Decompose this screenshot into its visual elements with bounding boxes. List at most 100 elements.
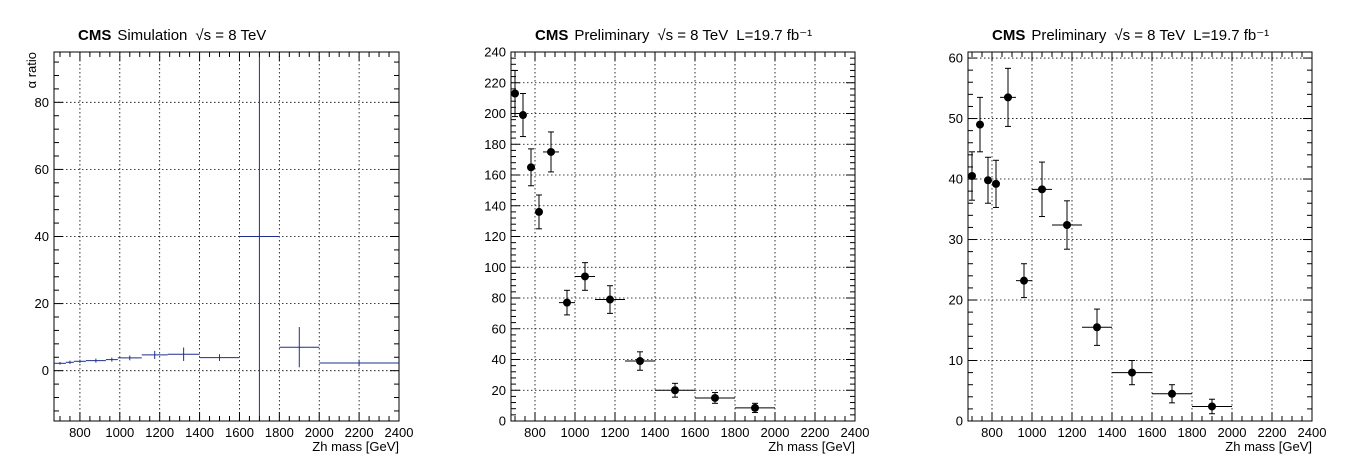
x-tick-label: 1800 xyxy=(721,425,750,440)
cms-label: CMS xyxy=(992,27,1025,44)
y-tick-label: 40 xyxy=(35,229,49,244)
data-point xyxy=(527,148,535,187)
data-point xyxy=(595,285,625,314)
x-tick-label: 1000 xyxy=(1018,425,1047,440)
data-point xyxy=(73,359,86,363)
data-marker xyxy=(1020,276,1028,285)
cms-label: CMS xyxy=(78,27,111,44)
x-tick-label: 800 xyxy=(69,425,91,440)
data-point xyxy=(1112,360,1152,386)
x-tick-label: 800 xyxy=(524,425,546,440)
lumi-label: L=19.7 fb⁻¹ xyxy=(1193,27,1269,44)
x-tick-label: 1800 xyxy=(1178,425,1207,440)
y-tick-label: 50 xyxy=(949,111,963,126)
data-marker xyxy=(527,163,535,172)
x-tick-label: 2200 xyxy=(801,425,830,440)
x-tick-label: 2200 xyxy=(1258,425,1287,440)
plot-frame xyxy=(967,51,1313,422)
x-tick-label: 1600 xyxy=(1138,425,1167,440)
data-point xyxy=(141,350,168,359)
data-marker xyxy=(968,172,976,181)
data-point xyxy=(54,361,66,365)
data-point xyxy=(575,262,595,291)
data-point xyxy=(319,359,399,367)
x-tick-label: 1800 xyxy=(265,425,294,440)
data-marker xyxy=(671,386,679,395)
y-tick-label: 160 xyxy=(484,168,506,183)
y-tick-label: 120 xyxy=(484,229,506,244)
y-tick-label: 60 xyxy=(35,162,49,177)
data-point xyxy=(1016,263,1032,299)
y-tick-label: 80 xyxy=(35,95,49,110)
x-tick-label: 800 xyxy=(981,425,1003,440)
energy-label: √s = 8 TeV xyxy=(1114,27,1185,44)
x-tick-label: 1400 xyxy=(185,425,214,440)
x-tick-label: 1000 xyxy=(105,425,134,440)
y-tick-label: 100 xyxy=(484,260,506,275)
cms-label: CMS xyxy=(535,27,568,44)
data-marker xyxy=(976,120,984,129)
energy-label: √s = 8 TeV xyxy=(195,27,266,44)
data-marker xyxy=(1208,402,1216,411)
x-tick-label: 2000 xyxy=(305,425,334,440)
y-axis-title: α ratio xyxy=(24,52,39,88)
y-tick-label: 0 xyxy=(499,414,506,429)
data-point xyxy=(984,156,992,204)
data-marker xyxy=(1168,389,1176,398)
data-point xyxy=(1032,161,1052,218)
y-tick-label: 20 xyxy=(492,383,506,398)
panel-background-estimate: 800 1000 1200 1400 1600 1800 2000 2200 2400 0 10 20… xyxy=(949,27,1327,454)
data-point xyxy=(625,351,655,371)
panel-data-events: 800 1000 1200 1400 1600 1800 2000 2200 2400 0 20 40… xyxy=(484,27,869,454)
y-tick-label: 40 xyxy=(949,172,963,187)
data-point xyxy=(976,96,984,153)
data-marker xyxy=(751,403,759,412)
y-tick-label: 40 xyxy=(492,352,506,367)
x-tick-label: 1200 xyxy=(601,425,630,440)
data-marker xyxy=(711,393,719,402)
x-tick-label: 2200 xyxy=(345,425,374,440)
data-point xyxy=(1000,67,1016,127)
x-tick-label: 2400 xyxy=(1298,425,1327,440)
data-marker xyxy=(1093,323,1101,332)
y-tick-label: 20 xyxy=(35,296,49,311)
data-point xyxy=(1192,398,1232,415)
data-point xyxy=(117,355,142,361)
status-label: Simulation xyxy=(117,27,187,44)
x-tick-label: 2400 xyxy=(841,425,870,440)
data-marker xyxy=(519,111,527,120)
chart-header: CMS Preliminary √s = 8 TeV L=19.7 fb⁻¹ xyxy=(992,27,1269,44)
x-tick-label: 2400 xyxy=(385,425,414,440)
y-tick-label: 20 xyxy=(949,293,963,308)
data-point xyxy=(543,131,559,173)
y-tick-label: 30 xyxy=(949,232,963,247)
y-tick-label: 80 xyxy=(492,291,506,306)
y-tick-label: 180 xyxy=(484,137,506,152)
y-tick-label: 240 xyxy=(484,45,506,60)
x-tick-label: 2000 xyxy=(1218,425,1247,440)
data-marker xyxy=(1128,368,1136,377)
x-tick-label: 1600 xyxy=(681,425,710,440)
x-axis-title: Zh mass [GeV] xyxy=(1225,439,1312,454)
y-tick-label: 140 xyxy=(484,198,506,213)
x-axis-title: Zh mass [GeV] xyxy=(312,439,399,454)
y-tick-label: 0 xyxy=(956,414,963,429)
data-point xyxy=(992,159,1000,208)
y-tick-label: 60 xyxy=(949,51,963,66)
x-tick-label: 2000 xyxy=(761,425,790,440)
data-point xyxy=(279,327,320,368)
data-point xyxy=(1152,384,1192,404)
y-tick-label: 0 xyxy=(42,363,49,378)
status-label: Preliminary xyxy=(1031,27,1107,44)
data-point xyxy=(1052,200,1082,250)
data-marker xyxy=(1063,221,1071,230)
data-point xyxy=(85,358,106,363)
data-point xyxy=(695,392,735,404)
chart-header: CMS Simulation √s = 8 TeV xyxy=(78,27,266,44)
x-axis-title: Zh mass [GeV] xyxy=(768,439,855,454)
data-marker xyxy=(984,176,992,185)
x-tick-label: 1600 xyxy=(225,425,254,440)
x-tick-label: 1200 xyxy=(1058,425,1087,440)
y-tick-label: 60 xyxy=(492,321,506,336)
